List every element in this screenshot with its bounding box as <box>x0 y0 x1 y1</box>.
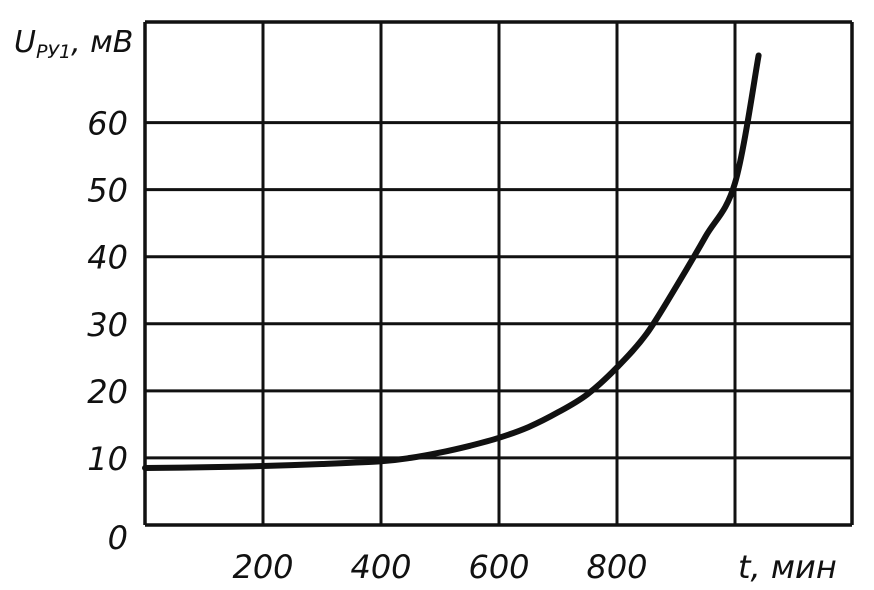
y-axis-title: UРУ1, мВ <box>14 25 133 63</box>
y-axis-title-main: U <box>14 25 36 60</box>
y-tick-label: 40 <box>87 239 128 277</box>
y-axis-title-subscript: РУ1 <box>36 41 71 63</box>
x-tick-label: 200 <box>232 548 293 586</box>
x-axis-title: t, мин <box>738 548 837 586</box>
y-tick-label: 20 <box>87 373 128 411</box>
y-tick-label: 0 <box>108 519 128 557</box>
y-tick-label: 30 <box>87 306 128 344</box>
y-tick-label: 10 <box>87 440 128 478</box>
grid <box>145 22 852 525</box>
x-tick-label: 400 <box>350 548 411 586</box>
plot-frame <box>143 20 854 527</box>
y-tick-labels: 0 10 20 30 40 50 60 <box>87 105 128 557</box>
series-layer <box>142 52 762 471</box>
x-tick-labels: 200 400 600 800 <box>232 548 647 586</box>
y-tick-label: 50 <box>87 172 128 210</box>
x-tick-label: 600 <box>468 548 529 586</box>
x-tick-label: 800 <box>586 548 647 586</box>
series-line-0 <box>142 52 762 471</box>
y-axis-title-unit: , мВ <box>71 25 133 60</box>
y-tick-label: 60 <box>87 105 128 143</box>
